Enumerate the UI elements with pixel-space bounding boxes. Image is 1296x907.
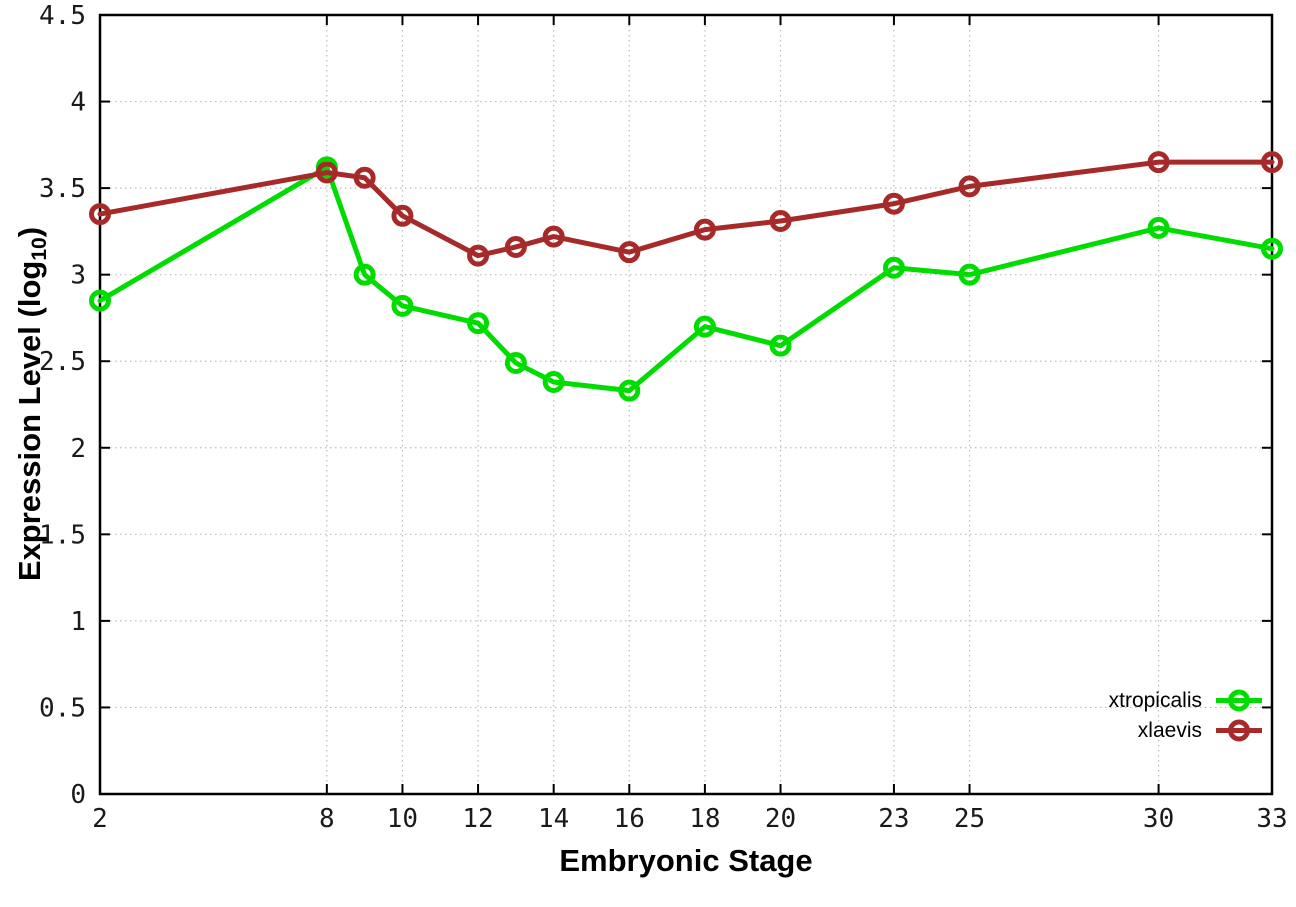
data-point-xlaevis-12 xyxy=(467,244,490,267)
x-tick-label: 18 xyxy=(689,804,720,834)
plot-border xyxy=(98,13,1274,796)
data-point-xtropicalis-16 xyxy=(618,379,641,402)
y-axis-title-subscript: 10 xyxy=(27,237,51,261)
data-point-xlaevis-9 xyxy=(353,166,376,189)
x-tick-label: 23 xyxy=(878,804,909,834)
data-point-xtropicalis-18 xyxy=(693,315,716,338)
legend-label-xtropicalis: xtropicalis xyxy=(1108,688,1202,712)
y-tick-label: 2.5 xyxy=(39,347,86,377)
y-axis-title-close: ) xyxy=(12,226,48,238)
data-point-xtropicalis-25 xyxy=(958,263,981,286)
data-point-xlaevis-25 xyxy=(958,175,981,198)
y-tick-label: 1 xyxy=(70,607,86,637)
data-point-xlaevis-20 xyxy=(769,210,792,233)
legend-marker-xtropicalis xyxy=(1216,689,1262,712)
x-tick-label: 16 xyxy=(614,804,645,834)
legend-label-xlaevis: xlaevis xyxy=(1137,718,1202,742)
data-point-xlaevis-8 xyxy=(315,161,338,184)
data-point-xtropicalis-14 xyxy=(542,370,565,393)
data-point-xlaevis-23 xyxy=(882,192,905,215)
x-tick-label: 30 xyxy=(1143,804,1174,834)
data-point-xtropicalis-13 xyxy=(504,351,527,374)
x-tick-label: 8 xyxy=(319,804,335,834)
y-tick-label: 3.5 xyxy=(39,174,86,204)
data-point-xlaevis-16 xyxy=(618,241,641,264)
data-point-xlaevis-2 xyxy=(89,203,111,226)
data-point-xtropicalis-33 xyxy=(1261,237,1283,260)
x-axis-title: Embryonic Stage xyxy=(559,843,813,878)
x-tick-label: 12 xyxy=(462,804,493,834)
y-tick-label: 0.5 xyxy=(39,693,86,723)
y-axis-title-text: Expression Level (log xyxy=(12,260,48,582)
data-point-xlaevis-33 xyxy=(1261,151,1283,174)
y-tick-label: 2 xyxy=(70,434,86,464)
legend-item-xtropicalis: xtropicalis xyxy=(1109,687,1264,714)
data-point-xtropicalis-12 xyxy=(467,312,490,335)
data-point-xtropicalis-2 xyxy=(89,289,111,312)
data-point-xlaevis-30 xyxy=(1147,151,1170,174)
x-tick-label: 2 xyxy=(92,804,108,834)
data-point-xtropicalis-20 xyxy=(769,334,792,357)
x-tick-label: 25 xyxy=(954,804,985,834)
x-tick-label: 14 xyxy=(538,804,569,834)
y-tick-label: 4.5 xyxy=(39,1,86,31)
y-axis-title: Expression Level (log10) xyxy=(12,227,52,581)
data-point-xtropicalis-23 xyxy=(882,256,905,279)
data-point-xtropicalis-30 xyxy=(1147,216,1170,239)
y-tick-label: 0 xyxy=(70,780,86,810)
y-tick-label: 4 xyxy=(70,88,86,118)
legend-item-xlaevis: xlaevis xyxy=(1138,717,1264,744)
data-point-xtropicalis-9 xyxy=(353,263,376,286)
x-tick-label: 10 xyxy=(387,804,418,834)
y-tick-label: 1.5 xyxy=(39,520,86,550)
data-point-xlaevis-13 xyxy=(504,235,527,258)
data-point-xlaevis-18 xyxy=(693,218,716,241)
data-point-xtropicalis-10 xyxy=(391,294,414,317)
y-tick-label: 3 xyxy=(70,261,86,291)
legend-marker-xlaevis xyxy=(1216,719,1262,742)
x-tick-label: 33 xyxy=(1256,804,1287,834)
legend: xtropicalis xlaevis xyxy=(1109,687,1264,744)
data-point-xlaevis-14 xyxy=(542,225,565,248)
x-tick-label: 20 xyxy=(765,804,796,834)
data-point-xlaevis-10 xyxy=(391,204,414,227)
series-line-xtropicalis xyxy=(97,164,1275,394)
